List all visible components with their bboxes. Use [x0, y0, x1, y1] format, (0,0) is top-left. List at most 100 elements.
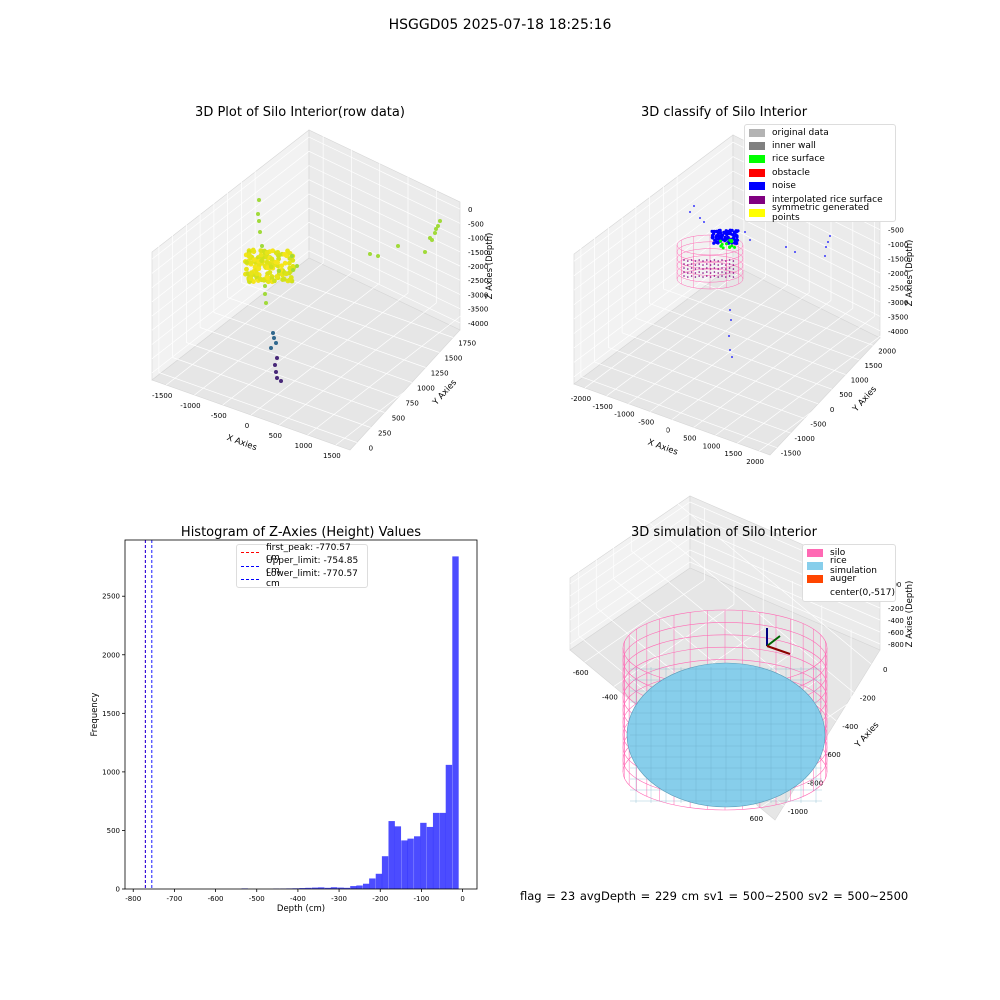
- x-tick-label: -400: [290, 895, 306, 903]
- auger-axis-x: [766, 645, 791, 655]
- x-tick-label: -700: [166, 895, 182, 903]
- raw-point: [272, 336, 276, 340]
- histogram-bar: [362, 883, 370, 889]
- x-tick-label: -200: [372, 895, 388, 903]
- histogram-plot: Histogram of Z-Axies (Height) Values -800…: [90, 525, 478, 914]
- noise-point: [710, 229, 714, 233]
- raw-point: [275, 356, 279, 360]
- raw-point: [249, 270, 254, 276]
- histogram-bar: [388, 821, 395, 889]
- x-tick-label: -300: [331, 895, 347, 903]
- raw-point: [368, 252, 372, 256]
- interpolated-point: [732, 276, 735, 278]
- raw-point: [282, 260, 288, 266]
- interpolated-point: [698, 271, 700, 273]
- z-tick-label: -1500: [468, 249, 488, 257]
- raw-point: [274, 370, 278, 374]
- legend-entry: auger: [803, 573, 895, 586]
- noise-point: [730, 319, 732, 321]
- raw-point: [269, 346, 273, 350]
- x-tick-label: 500: [683, 434, 696, 442]
- interpolated-point: [687, 264, 689, 266]
- legend-swatch: [241, 552, 259, 554]
- interpolated-point: [717, 276, 719, 278]
- legend-swatch: [749, 168, 765, 177]
- raw-point: [423, 250, 427, 254]
- noise-point: [794, 251, 796, 253]
- y-tick-label: 1750: [458, 340, 476, 348]
- noise-point: [729, 349, 731, 351]
- interpolated-point: [694, 276, 697, 278]
- interpolated-point: [687, 272, 689, 274]
- z-axis-label: Z Axies (Depth): [485, 233, 495, 300]
- z-tick-label: -1000: [468, 235, 488, 243]
- z-tick-label: -4000: [888, 328, 908, 336]
- x-tick-label: -800: [125, 895, 141, 903]
- interpolated-point: [728, 271, 731, 273]
- raw-point: [244, 260, 250, 265]
- interpolated-point: [725, 276, 727, 278]
- interpolated-point: [702, 264, 704, 266]
- noise-point: [829, 235, 831, 237]
- y-tick-label: 500: [107, 827, 120, 835]
- interpolated-point: [687, 260, 689, 262]
- noise-point: [703, 221, 705, 223]
- raw-point: [256, 266, 262, 272]
- wall-grid-z: [151, 236, 461, 359]
- raw-point: [273, 259, 278, 265]
- z-axis-label: Z Axies (Depth): [905, 240, 915, 307]
- wall-grid-z: [569, 561, 881, 645]
- floor-grid-y: [200, 327, 399, 398]
- raw-point: [264, 301, 268, 305]
- raw-point: [267, 270, 273, 275]
- legend-entry: Lower_limit: -770.57 cm: [237, 569, 367, 589]
- interpolated-point: [706, 263, 708, 265]
- interpolated-point: [728, 267, 731, 269]
- noise-point: [714, 229, 719, 233]
- z-tick-label: -1500: [888, 256, 908, 264]
- raw-point: [276, 252, 282, 258]
- x-tick-label: 1000: [703, 442, 721, 450]
- noise-point: [717, 236, 722, 240]
- interpolated-point: [721, 267, 723, 269]
- interpolated-point: [709, 264, 712, 266]
- wall-grid-z: [573, 257, 881, 378]
- interpolated-point: [709, 272, 712, 274]
- floor-grid-y: [666, 493, 872, 665]
- legend-entry: center(0,-517): [803, 586, 895, 599]
- raw-point: [248, 260, 254, 265]
- x-tick-label: -500: [211, 412, 227, 420]
- legend-label: inner wall: [772, 141, 816, 152]
- raw-point: [285, 248, 290, 254]
- interpolated-point: [702, 260, 704, 262]
- histogram-bar: [299, 888, 306, 889]
- floor-grid-y: [158, 372, 357, 443]
- histogram-bar: [318, 887, 325, 889]
- interpolated-point: [683, 271, 685, 273]
- legend-swatch: [241, 578, 259, 580]
- interpolated-point: [690, 259, 693, 261]
- histogram-title: Histogram of Z-Axies (Height) Values: [181, 525, 421, 540]
- legend-swatch: [807, 588, 823, 597]
- legend-swatch: [807, 562, 823, 571]
- raw-point: [254, 271, 260, 277]
- y-tick-label: -1000: [788, 808, 808, 816]
- legend-label: silo: [830, 547, 846, 558]
- histogram-bar: [330, 887, 338, 889]
- y-tick-label: 500: [392, 415, 405, 423]
- floor-grid-y: [663, 288, 860, 361]
- raw-point: [258, 230, 262, 234]
- y-tick-label: 0: [830, 406, 834, 414]
- panel-title: 3D classify of Silo Interior: [641, 105, 808, 120]
- raw-point: [260, 244, 264, 248]
- raw-point: [295, 264, 299, 268]
- x-tick-label: 0: [666, 427, 670, 435]
- histogram-bar: [452, 556, 459, 889]
- wall-grid-z: [151, 165, 461, 288]
- noise-point: [735, 238, 739, 242]
- noise-point: [729, 309, 731, 311]
- y-tick-label: 1000: [102, 768, 120, 776]
- interpolated-point: [717, 268, 719, 270]
- x-tick-label: -1000: [180, 402, 200, 410]
- floor-grid-y: [594, 361, 791, 434]
